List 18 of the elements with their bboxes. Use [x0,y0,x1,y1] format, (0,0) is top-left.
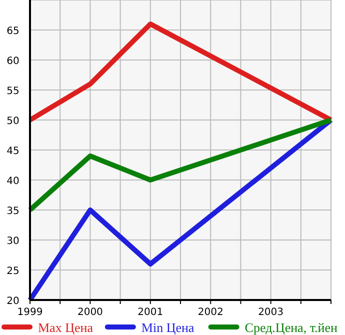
x-tick-label: 2001 [138,307,164,318]
y-tick-label: 60 [6,56,20,67]
y-tick-label: 65 [6,26,20,37]
x-tick-label: 2000 [77,307,103,318]
legend-label: Min Цена [141,320,194,335]
y-tick-label: 45 [6,146,20,157]
y-tick-label: 55 [6,86,20,97]
x-tick-label: 2003 [258,307,284,318]
y-tick-label: 40 [6,176,20,187]
y-tick-label: 50 [6,116,20,127]
y-tick-label: 30 [6,236,20,247]
x-tick-label: 2002 [198,307,224,318]
y-tick-label: 20 [6,296,20,307]
x-tick-label: 1999 [17,307,43,318]
legend-label: Max Цена [38,320,94,335]
legend-label: Сред.Цена, т.йен [244,320,338,335]
y-tick-label: 25 [6,266,20,277]
y-tick-label: 35 [6,206,20,217]
